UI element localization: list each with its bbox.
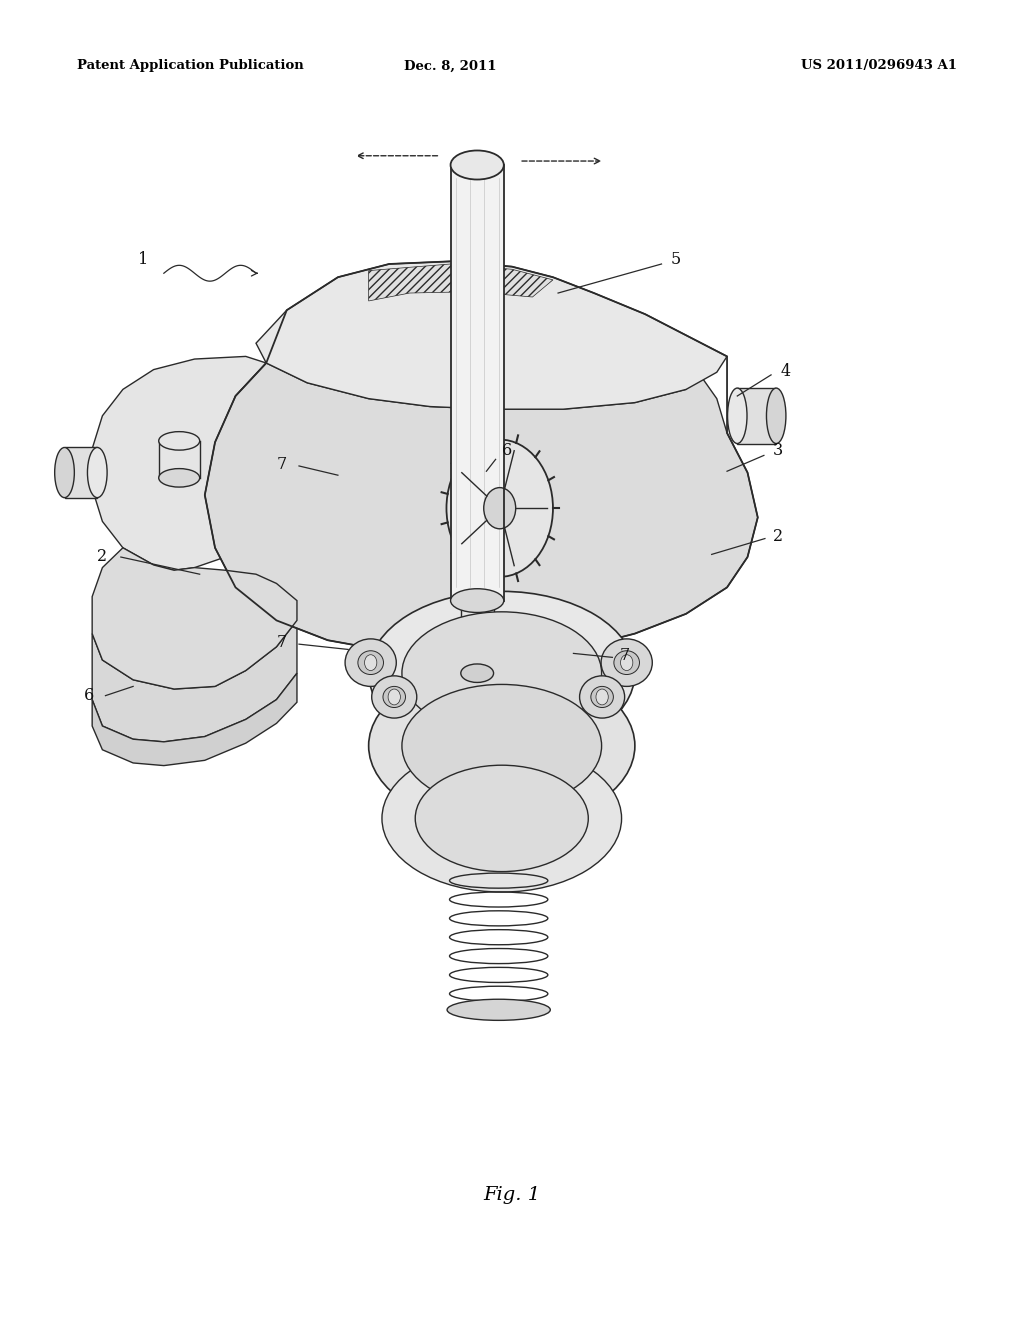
Text: 6: 6	[502, 442, 512, 459]
Ellipse shape	[461, 558, 494, 577]
Bar	[65, 447, 97, 498]
Ellipse shape	[358, 651, 383, 675]
Text: 3: 3	[773, 442, 783, 459]
Text: 1: 1	[138, 251, 148, 268]
Ellipse shape	[451, 150, 504, 180]
Polygon shape	[92, 620, 297, 742]
Circle shape	[365, 655, 377, 671]
Ellipse shape	[383, 686, 406, 708]
Ellipse shape	[766, 388, 786, 444]
Ellipse shape	[401, 684, 602, 807]
Text: 2: 2	[773, 528, 783, 545]
Ellipse shape	[345, 639, 396, 686]
Bar	[737, 388, 776, 444]
Ellipse shape	[447, 999, 550, 1020]
Ellipse shape	[369, 664, 635, 828]
Ellipse shape	[382, 744, 622, 892]
Circle shape	[388, 689, 400, 705]
Text: 2: 2	[97, 548, 108, 565]
Polygon shape	[92, 356, 276, 570]
Text: 7: 7	[276, 634, 287, 651]
Circle shape	[483, 487, 516, 529]
Ellipse shape	[416, 766, 588, 871]
Polygon shape	[205, 363, 758, 656]
Ellipse shape	[461, 664, 494, 682]
Text: 6: 6	[84, 686, 94, 704]
Text: 7: 7	[620, 647, 630, 664]
Text: Patent Application Publication: Patent Application Publication	[77, 59, 303, 73]
Polygon shape	[92, 673, 297, 766]
Ellipse shape	[601, 639, 652, 686]
Polygon shape	[92, 548, 297, 689]
Ellipse shape	[87, 447, 108, 498]
Ellipse shape	[372, 676, 417, 718]
Text: Fig. 1: Fig. 1	[483, 1185, 541, 1204]
Ellipse shape	[401, 612, 602, 734]
Ellipse shape	[54, 447, 75, 498]
Ellipse shape	[159, 432, 200, 450]
Bar	[451, 165, 504, 601]
Ellipse shape	[159, 469, 200, 487]
Bar	[461, 568, 494, 673]
Polygon shape	[256, 261, 727, 409]
Text: Dec. 8, 2011: Dec. 8, 2011	[404, 59, 497, 73]
Ellipse shape	[727, 388, 746, 444]
Text: 5: 5	[671, 251, 681, 268]
Text: 4: 4	[780, 363, 791, 380]
Text: US 2011/0296943 A1: US 2011/0296943 A1	[802, 59, 957, 73]
Ellipse shape	[369, 591, 635, 755]
Polygon shape	[369, 264, 553, 301]
Circle shape	[621, 655, 633, 671]
Ellipse shape	[614, 651, 639, 675]
Ellipse shape	[591, 686, 613, 708]
Circle shape	[596, 689, 608, 705]
Ellipse shape	[580, 676, 625, 718]
Circle shape	[446, 440, 553, 577]
Text: 7: 7	[276, 455, 287, 473]
Ellipse shape	[451, 589, 504, 612]
